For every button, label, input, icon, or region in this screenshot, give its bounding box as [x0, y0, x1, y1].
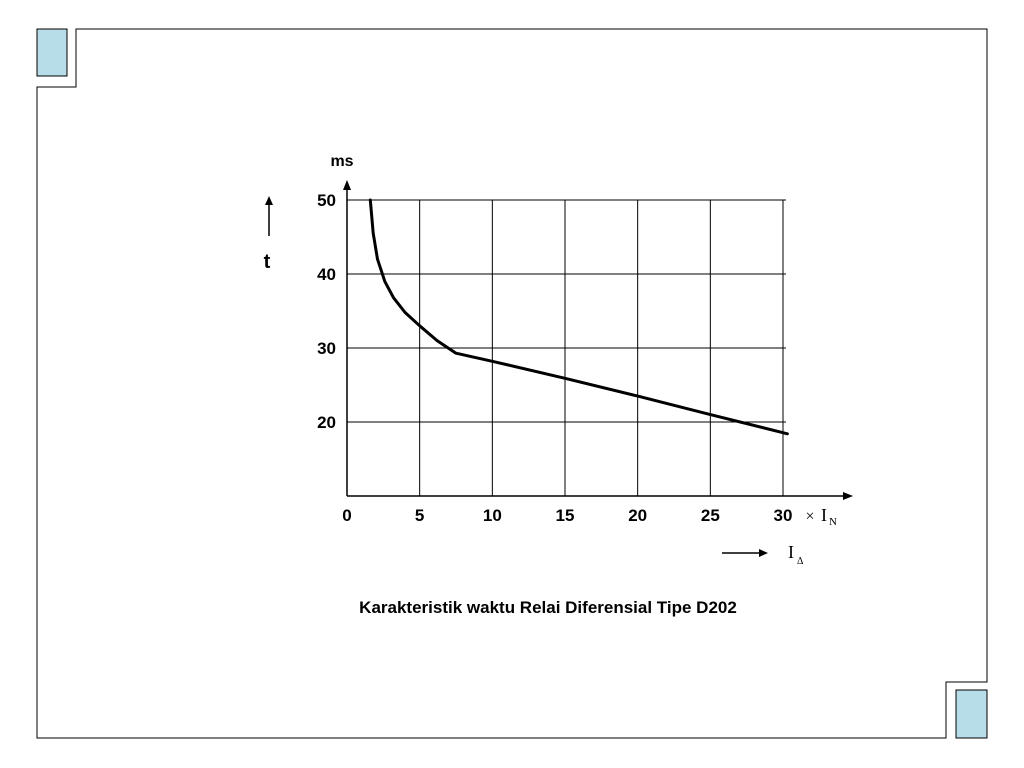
y-tick-label: 50	[317, 191, 336, 210]
y-axis-arrowhead	[343, 180, 351, 190]
chart-grid	[347, 199, 786, 496]
y-tick-label: 20	[317, 413, 336, 432]
x-unit-symbol: ×	[805, 508, 814, 525]
y-tick-label: 30	[317, 339, 336, 358]
y-axis-label: t	[264, 251, 271, 273]
x-axis-arrowhead	[843, 492, 853, 500]
x-variable-main: I	[788, 542, 794, 562]
chart-axes	[343, 180, 853, 500]
x-variable-arrow	[722, 549, 768, 557]
chart-area: 0 5 10 15 20 25 30 20 30 40 50 ms t × I N I Δ Kar…	[264, 153, 853, 617]
x-tick-label: 15	[556, 506, 575, 525]
y-tick-label: 40	[317, 265, 336, 284]
corner-square-bottom-right	[955, 689, 988, 739]
frame-outline	[36, 28, 988, 739]
x-tick-label: 25	[701, 506, 720, 525]
y-tick-labels: 20 30 40 50	[317, 191, 336, 432]
y-unit-label: ms	[330, 153, 353, 170]
chart-title: Karakteristik waktu Relai Diferensial Ti…	[359, 598, 737, 617]
x-variable-sub: Δ	[797, 556, 804, 567]
x-unit-main: I	[821, 505, 827, 525]
x-tick-label: 0	[342, 506, 351, 525]
x-tick-label: 10	[483, 506, 502, 525]
x-tick-label: 5	[415, 506, 424, 525]
x-tick-labels: 0 5 10 15 20 25 30	[342, 506, 792, 525]
slide-frame	[36, 28, 988, 739]
series-line	[368, 198, 789, 436]
x-unit-sub: N	[829, 516, 837, 528]
x-tick-label: 30	[774, 506, 793, 525]
y-axis-arrow	[265, 196, 273, 236]
x-tick-label: 20	[628, 506, 647, 525]
corner-square-top-left	[36, 28, 68, 77]
